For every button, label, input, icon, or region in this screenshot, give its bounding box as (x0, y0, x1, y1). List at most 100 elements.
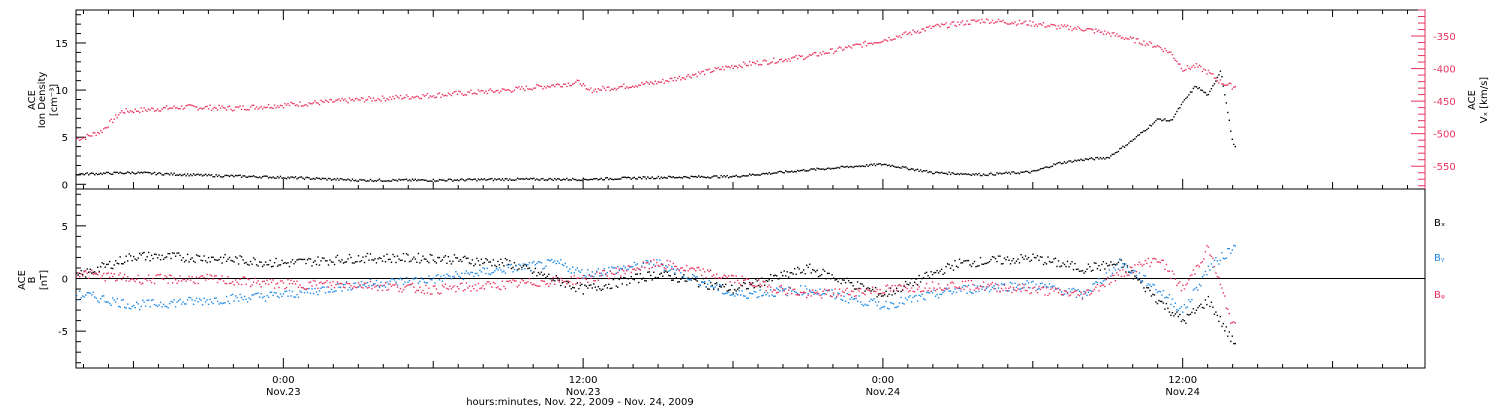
vx-data-point (852, 44, 854, 46)
by-data-point (1024, 283, 1027, 285)
density-data-point (293, 177, 295, 179)
density-data-point (206, 175, 208, 177)
density-data-point (251, 175, 253, 178)
bx-data-point (617, 286, 619, 288)
by-data-point (648, 263, 650, 265)
vx-data-point (1113, 32, 1115, 34)
bx-data-point (618, 278, 620, 281)
bz-data-point (642, 261, 644, 263)
density-data-point (291, 176, 294, 178)
density-data-point (399, 179, 402, 181)
by-data-point (1144, 275, 1147, 277)
density-data-point (522, 178, 525, 180)
vx-data-point (1182, 70, 1184, 72)
vx-data-point (140, 107, 142, 109)
by-data-point (910, 301, 913, 303)
vx-data-point (327, 101, 330, 103)
bz-data-point (315, 284, 318, 286)
vx-data-point (1111, 32, 1114, 34)
by-data-point (312, 292, 315, 295)
vx-data-point (609, 89, 611, 92)
vx-data-point (785, 58, 787, 61)
by-data-point (134, 307, 136, 309)
vx-data-point (843, 48, 845, 51)
by-data-point (419, 280, 421, 283)
density-data-point (692, 175, 694, 178)
bx-data-point (558, 279, 560, 281)
bz-data-point (170, 275, 172, 277)
vx-data-point (173, 105, 175, 107)
vx-data-point (774, 62, 776, 64)
density-data-point (109, 172, 111, 175)
by-data-point (726, 292, 728, 294)
bx-data-point (834, 279, 836, 281)
bx-data-point (1149, 289, 1151, 292)
by-data-point (762, 294, 764, 296)
vx-data-point (519, 88, 522, 90)
by-data-point (465, 270, 468, 272)
bz-data-point (281, 280, 283, 282)
bx-data-point (1081, 270, 1084, 272)
bx-data-point (993, 256, 995, 258)
by-data-point (913, 295, 916, 297)
bz-data-point (1068, 295, 1070, 297)
bx-data-point (711, 284, 713, 287)
density-data-point (366, 180, 369, 182)
bz-data-point (338, 283, 340, 285)
by-data-point (591, 271, 593, 273)
vx-data-point (1005, 22, 1007, 24)
bx-data-point (471, 259, 474, 261)
by-data-point (480, 271, 483, 273)
density-data-point (762, 172, 764, 175)
vx-data-point (1048, 25, 1051, 27)
density-data-point (455, 179, 457, 181)
vx-data-point (822, 50, 824, 53)
by-data-point (584, 274, 586, 277)
bz-data-point (171, 282, 174, 284)
vx-data-point (603, 87, 605, 89)
vx-data-point (82, 137, 84, 139)
bz-data-point (717, 277, 719, 279)
density-data-point (777, 171, 779, 173)
bx-data-point (870, 290, 872, 292)
vx-data-point (374, 99, 376, 102)
by-data-point (825, 289, 827, 292)
vx-data-point (555, 83, 557, 86)
vx-data-point (880, 41, 883, 43)
density-data-point (222, 176, 225, 178)
bz-data-point (387, 288, 390, 291)
density-data-point (513, 179, 516, 181)
bz-data-point (233, 284, 235, 286)
bx-data-point (1131, 270, 1133, 272)
by-data-point (1147, 283, 1150, 285)
bz-data-point (1074, 290, 1076, 293)
vx-data-point (83, 136, 85, 139)
by-data-point (164, 305, 166, 307)
density-data-point (877, 163, 880, 165)
bz-data-point (509, 279, 511, 282)
by-data-point (623, 265, 625, 267)
vx-data-point (648, 83, 650, 85)
bz-data-point (197, 282, 199, 285)
by-data-point (110, 304, 112, 306)
density-data-point (363, 179, 366, 181)
density-data-point (876, 163, 878, 165)
by-data-point (263, 295, 265, 298)
by-data-point (1068, 287, 1070, 290)
density-data-point (747, 175, 749, 177)
bx-data-point (1068, 266, 1070, 268)
vx-data-point (958, 24, 961, 26)
vx-data-point (281, 105, 283, 107)
bx-data-point (970, 265, 973, 268)
bz-data-point (149, 279, 151, 282)
by-data-point (823, 293, 826, 295)
by-data-point (958, 287, 961, 290)
bz-data-point (326, 280, 328, 282)
by-data-point (834, 297, 836, 300)
bx-data-point (1140, 282, 1142, 284)
bx-data-point (131, 259, 133, 262)
by-data-point (1075, 296, 1078, 298)
bz-data-point (89, 271, 91, 273)
bx-data-point (228, 256, 231, 259)
vx-data-point (1054, 24, 1057, 27)
